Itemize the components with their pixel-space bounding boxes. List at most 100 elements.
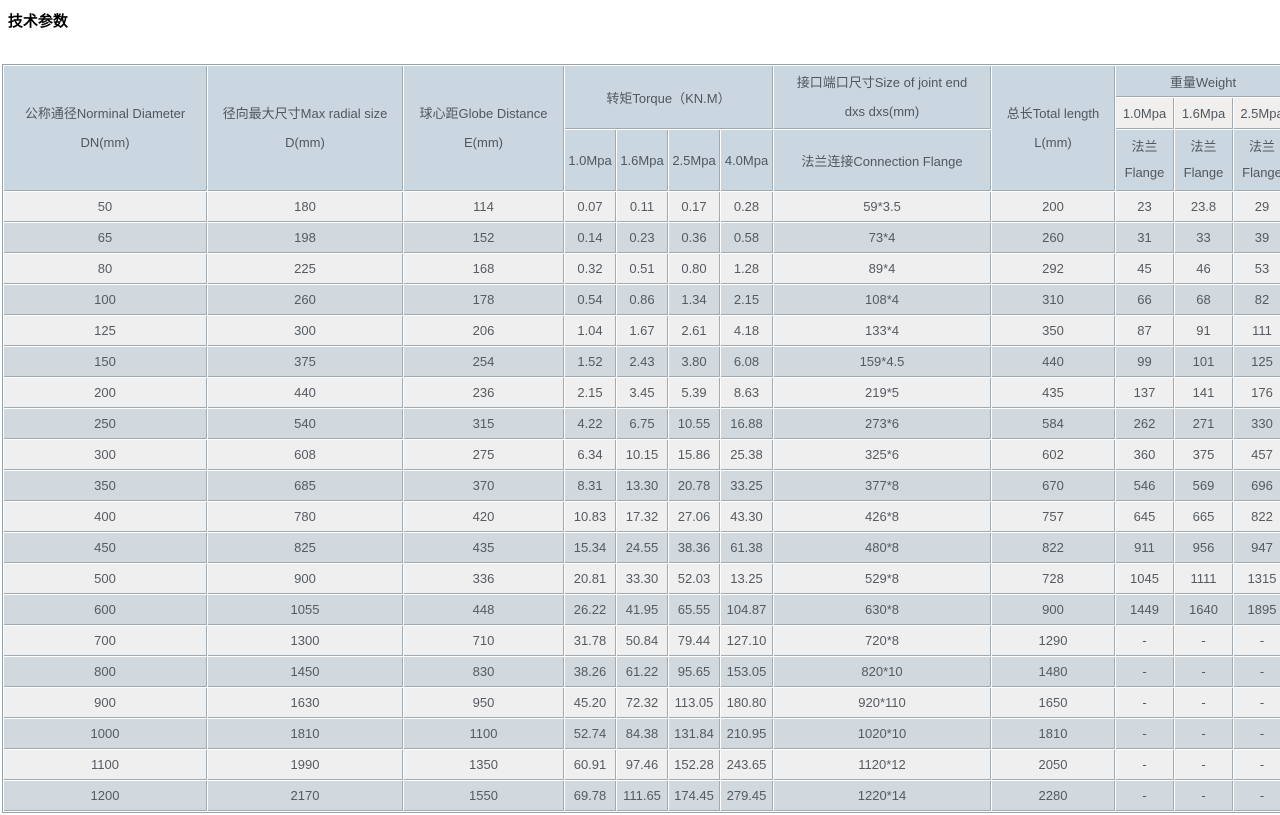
- cell-d: 825: [208, 533, 403, 563]
- cell-torque-4-0mpa: 25.38: [721, 440, 773, 470]
- header-globe-distance: 球心距Globe Distance E(mm): [404, 66, 564, 191]
- cell-weight-1-0mpa: -: [1116, 781, 1174, 811]
- cell-torque-4-0mpa: 127.10: [721, 626, 773, 656]
- cell-d: 375: [208, 347, 403, 377]
- cell-torque-1-6mpa: 0.23: [617, 223, 668, 253]
- header-flange-2-5mpa: 法兰 Flange: [1234, 130, 1280, 191]
- cell-torque-2-5mpa: 20.78: [669, 471, 720, 501]
- cell-torque-2-5mpa: 2.61: [669, 316, 720, 346]
- flange-label-cn: 法兰: [1249, 139, 1276, 154]
- cell-torque-1-0mpa: 1.04: [565, 316, 616, 346]
- cell-torque-4-0mpa: 6.08: [721, 347, 773, 377]
- cell-dn: 700: [4, 626, 207, 656]
- flange-label-en: Flange: [1124, 165, 1165, 180]
- cell-torque-1-0mpa: 6.34: [565, 440, 616, 470]
- cell-e: 178: [404, 285, 564, 315]
- cell-torque-4-0mpa: 0.28: [721, 192, 773, 222]
- cell-e: 236: [404, 378, 564, 408]
- header-nominal-diameter-cn-en: 公称通径Norminal Diameter: [24, 105, 186, 121]
- cell-e: 1350: [404, 750, 564, 780]
- cell-weight-1-6mpa: 141: [1175, 378, 1233, 408]
- cell-e: 254: [404, 347, 564, 377]
- cell-d: 1630: [208, 688, 403, 718]
- cell-weight-1-6mpa: 271: [1175, 409, 1233, 439]
- cell-total-length: 757: [992, 502, 1115, 532]
- header-weight-1-6mpa: 1.6Mpa: [1175, 98, 1233, 129]
- cell-torque-1-6mpa: 111.65: [617, 781, 668, 811]
- cell-total-length: 292: [992, 254, 1115, 284]
- cell-torque-2-5mpa: 174.45: [669, 781, 720, 811]
- cell-joint-end-size: 630*8: [774, 595, 991, 625]
- cell-torque-2-5mpa: 79.44: [669, 626, 720, 656]
- cell-torque-4-0mpa: 0.58: [721, 223, 773, 253]
- cell-total-length: 1480: [992, 657, 1115, 687]
- table-row: 80 225 168 0.32 0.51 0.80 1.28 89*4 292 45 46 53: [4, 254, 1280, 284]
- cell-dn: 200: [4, 378, 207, 408]
- cell-torque-1-6mpa: 0.51: [617, 254, 668, 284]
- cell-torque-2-5mpa: 0.36: [669, 223, 720, 253]
- cell-d: 225: [208, 254, 403, 284]
- cell-torque-1-6mpa: 33.30: [617, 564, 668, 594]
- header-flange-1-0mpa: 法兰 Flange: [1116, 130, 1174, 191]
- cell-torque-1-6mpa: 50.84: [617, 626, 668, 656]
- cell-torque-1-0mpa: 0.07: [565, 192, 616, 222]
- header-joint-end-size: 接口端口尺寸Size of joint end dxs dxs(mm): [774, 66, 991, 129]
- cell-weight-2-5mpa: 82: [1234, 285, 1280, 315]
- cell-torque-1-0mpa: 69.78: [565, 781, 616, 811]
- cell-torque-2-5mpa: 10.55: [669, 409, 720, 439]
- cell-e: 710: [404, 626, 564, 656]
- table-row: 300 608 275 6.34 10.15 15.86 25.38 325*6 602 360 3…: [4, 440, 1280, 470]
- cell-torque-1-0mpa: 1.52: [565, 347, 616, 377]
- cell-torque-2-5mpa: 0.17: [669, 192, 720, 222]
- table-row: 350 685 370 8.31 13.30 20.78 33.25 377*8 670 546 5…: [4, 471, 1280, 501]
- cell-weight-2-5mpa: -: [1234, 657, 1280, 687]
- cell-torque-2-5mpa: 131.84: [669, 719, 720, 749]
- cell-torque-1-6mpa: 1.67: [617, 316, 668, 346]
- cell-joint-end-size: 529*8: [774, 564, 991, 594]
- cell-d: 198: [208, 223, 403, 253]
- header-max-radial-size-cn-en: 径向最大尺寸Max radial size: [222, 105, 388, 121]
- header-torque-1-6mpa: 1.6Mpa: [617, 130, 668, 191]
- cell-joint-end-size: 273*6: [774, 409, 991, 439]
- cell-weight-1-6mpa: -: [1175, 781, 1233, 811]
- cell-torque-4-0mpa: 33.25: [721, 471, 773, 501]
- cell-weight-2-5mpa: 330: [1234, 409, 1280, 439]
- cell-e: 448: [404, 595, 564, 625]
- cell-weight-1-0mpa: 1045: [1116, 564, 1174, 594]
- cell-joint-end-size: 820*10: [774, 657, 991, 687]
- cell-joint-end-size: 73*4: [774, 223, 991, 253]
- cell-dn: 1000: [4, 719, 207, 749]
- header-joint-end-size-cn-en: 接口端口尺寸Size of joint end: [796, 74, 968, 90]
- table-row: 450 825 435 15.34 24.55 38.36 61.38 480*8 822 911…: [4, 533, 1280, 563]
- cell-e: 420: [404, 502, 564, 532]
- cell-weight-2-5mpa: 176: [1234, 378, 1280, 408]
- cell-joint-end-size: 108*4: [774, 285, 991, 315]
- cell-joint-end-size: 89*4: [774, 254, 991, 284]
- cell-torque-1-0mpa: 31.78: [565, 626, 616, 656]
- cell-e: 206: [404, 316, 564, 346]
- table-row: 65 198 152 0.14 0.23 0.36 0.58 73*4 260 31 33 39: [4, 223, 1280, 253]
- cell-total-length: 2050: [992, 750, 1115, 780]
- cell-torque-2-5mpa: 15.86: [669, 440, 720, 470]
- cell-total-length: 728: [992, 564, 1115, 594]
- cell-d: 1300: [208, 626, 403, 656]
- cell-joint-end-size: 720*8: [774, 626, 991, 656]
- table-row: 50 180 114 0.07 0.11 0.17 0.28 59*3.5 200 23 23.8 2…: [4, 192, 1280, 222]
- cell-torque-4-0mpa: 61.38: [721, 533, 773, 563]
- cell-torque-1-6mpa: 10.15: [617, 440, 668, 470]
- cell-weight-2-5mpa: -: [1234, 688, 1280, 718]
- cell-d: 780: [208, 502, 403, 532]
- cell-joint-end-size: 1220*14: [774, 781, 991, 811]
- cell-joint-end-size: 377*8: [774, 471, 991, 501]
- cell-torque-4-0mpa: 104.87: [721, 595, 773, 625]
- cell-e: 152: [404, 223, 564, 253]
- cell-total-length: 435: [992, 378, 1115, 408]
- cell-weight-2-5mpa: 111: [1234, 316, 1280, 346]
- cell-torque-2-5mpa: 52.03: [669, 564, 720, 594]
- cell-weight-1-0mpa: 360: [1116, 440, 1174, 470]
- cell-torque-1-0mpa: 15.34: [565, 533, 616, 563]
- cell-weight-1-6mpa: -: [1175, 626, 1233, 656]
- flange-label-cn: 法兰: [1190, 139, 1217, 154]
- cell-dn: 500: [4, 564, 207, 594]
- cell-weight-2-5mpa: 125: [1234, 347, 1280, 377]
